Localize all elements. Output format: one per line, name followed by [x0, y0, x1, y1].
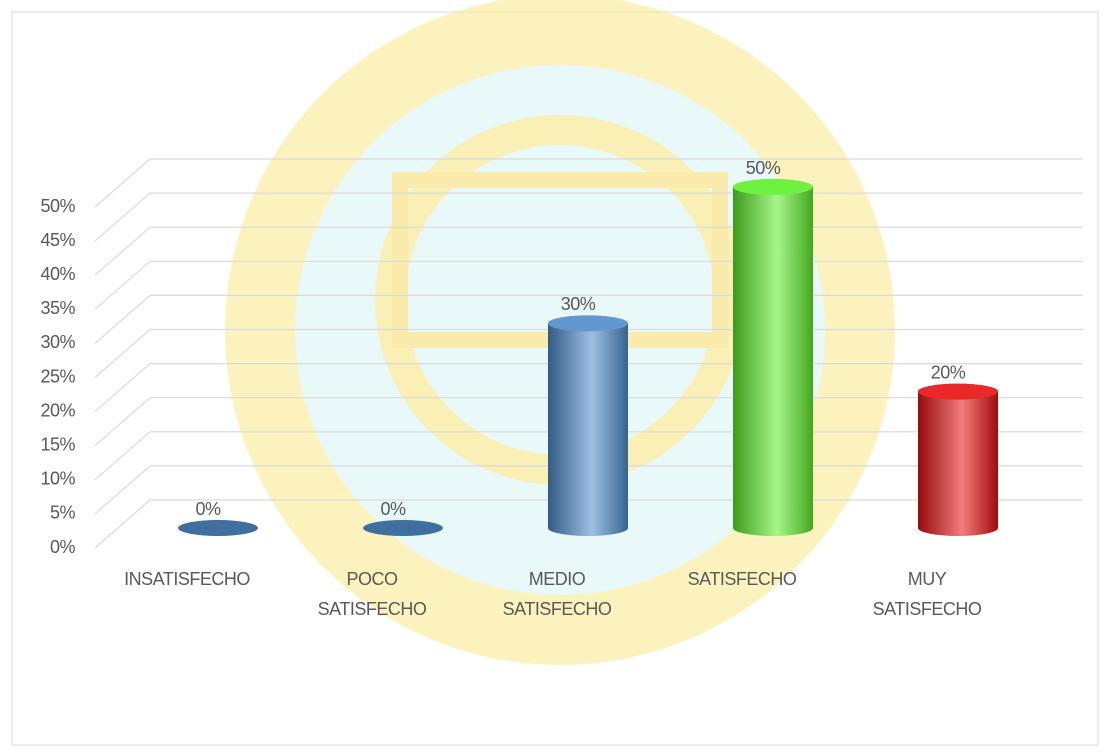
- bar-top: [178, 520, 258, 536]
- y-tick-label: 30%: [40, 332, 75, 352]
- x-tick-label: SATISFECHO: [688, 569, 797, 589]
- y-tick-label: 0%: [50, 537, 76, 557]
- y-tick-label: 35%: [40, 298, 75, 318]
- y-tick-label: 40%: [40, 264, 75, 284]
- y-tick-label: 45%: [40, 230, 75, 250]
- bar: [733, 179, 813, 536]
- bar: [548, 315, 628, 536]
- data-label: 0%: [380, 499, 406, 519]
- data-label: 50%: [746, 158, 781, 178]
- bar-top: [733, 179, 813, 195]
- data-label: 0%: [195, 499, 221, 519]
- data-label: 20%: [931, 362, 966, 382]
- y-tick-label: 5%: [50, 503, 76, 523]
- x-tick-label: INSATISFECHO: [124, 569, 250, 589]
- bar-top: [548, 315, 628, 331]
- y-tick-label: 10%: [40, 469, 75, 489]
- bar-top: [918, 384, 998, 400]
- data-label: 30%: [561, 294, 596, 314]
- y-tick-label: 15%: [40, 434, 75, 454]
- page: {"chart_data": { "type": "bar", "categor…: [0, 0, 1107, 754]
- y-tick-label: 50%: [40, 196, 75, 216]
- y-tick-label: 25%: [40, 366, 75, 386]
- bar: [918, 384, 998, 536]
- chart: 0% 5% 10% 15% 20% 25% 30% 35% 40% 45% 50% INSATISFE…: [0, 0, 1107, 754]
- y-tick-label: 20%: [40, 400, 75, 420]
- bar-top: [363, 520, 443, 536]
